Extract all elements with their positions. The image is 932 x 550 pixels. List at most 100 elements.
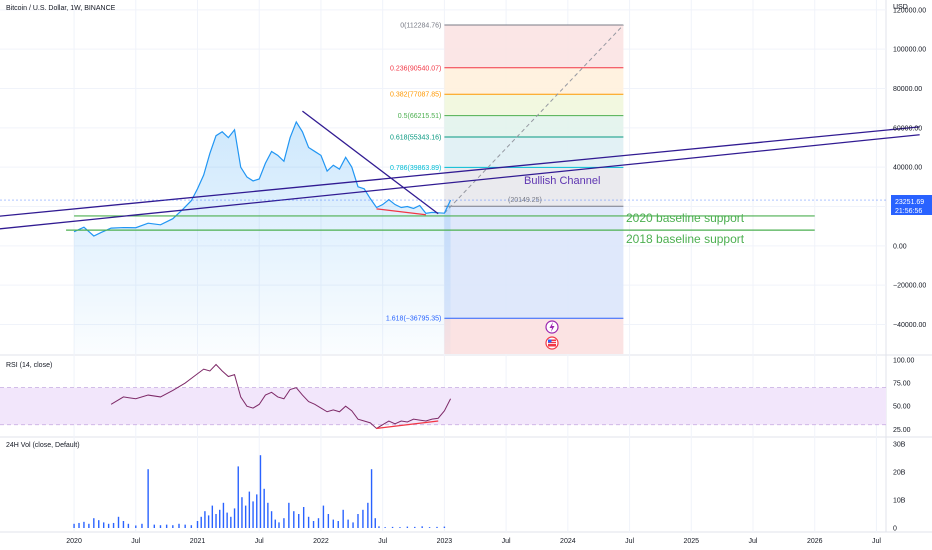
volume-bar bbox=[237, 466, 239, 528]
volume-bar bbox=[367, 502, 369, 528]
time-tick-label: 2020 bbox=[66, 538, 82, 545]
volume-bar bbox=[211, 505, 214, 528]
volume-bar bbox=[135, 525, 137, 528]
time-tick-label: 2021 bbox=[190, 538, 206, 545]
fib-level-label: 0.5(66215.51) bbox=[398, 113, 442, 120]
fib-zone bbox=[444, 136, 624, 168]
volume-bar bbox=[252, 501, 254, 528]
volume-bar bbox=[263, 488, 265, 528]
currency-label: USD bbox=[893, 4, 908, 11]
volume-bar bbox=[327, 514, 330, 528]
volume-bar bbox=[428, 527, 431, 528]
price-badge-countdown: 21:56:56 bbox=[895, 208, 922, 215]
time-tick-label: Jul bbox=[749, 538, 758, 545]
time-tick-label: Jul bbox=[625, 538, 634, 545]
volume-bar bbox=[222, 502, 225, 528]
price-badge: 23251.69 21:56:56 bbox=[891, 195, 932, 215]
rsi-pane bbox=[0, 363, 886, 430]
time-tick-label: Jul bbox=[872, 538, 881, 545]
price-divergence-line bbox=[376, 208, 426, 216]
fib-level-label: 0.236(90540.07) bbox=[390, 65, 441, 72]
volume-bar bbox=[421, 526, 423, 528]
volume-bar bbox=[267, 502, 269, 528]
time-tick-label: Jul bbox=[255, 538, 264, 545]
volume-bar bbox=[241, 497, 243, 528]
volume-bar bbox=[370, 469, 373, 528]
volume-bar bbox=[406, 526, 409, 528]
volume-bar bbox=[141, 523, 143, 528]
volume-bar bbox=[78, 522, 80, 528]
annotation-layer: Bullish Channel 2020 baseline support 20… bbox=[508, 175, 745, 246]
volume-bar bbox=[278, 522, 280, 528]
fib-zone bbox=[444, 115, 624, 137]
volume-bar bbox=[332, 519, 334, 528]
volume-bar bbox=[322, 505, 325, 528]
rsi-tick-label: 50.00 bbox=[893, 404, 911, 411]
volume-bar bbox=[98, 520, 100, 528]
price-tick-label: 60000.00 bbox=[893, 125, 922, 132]
volume-bar bbox=[200, 516, 202, 528]
fib-anchor-label: (20149.25) bbox=[508, 197, 542, 204]
rsi-tick-label: 75.00 bbox=[893, 381, 911, 388]
volume-bar bbox=[107, 523, 110, 528]
price-area bbox=[73, 120, 452, 354]
volume-bar bbox=[298, 514, 300, 528]
volume-tick-label: 30B bbox=[893, 442, 906, 449]
chart-title: Bitcoin / U.S. Dollar, 1W, BINANCE bbox=[6, 5, 116, 12]
time-tick-label: 2022 bbox=[313, 538, 329, 545]
volume-bar bbox=[352, 522, 354, 528]
volume-bar bbox=[219, 509, 221, 528]
volume-bar bbox=[196, 521, 199, 528]
volume-bar bbox=[378, 526, 380, 528]
volume-bar bbox=[244, 505, 247, 528]
drawing-layer bbox=[0, 110, 920, 231]
fib-trend-line bbox=[444, 24, 624, 214]
price-tick-label: 80000.00 bbox=[893, 86, 922, 93]
volume-bar bbox=[230, 516, 232, 528]
volume-bar bbox=[190, 525, 193, 528]
volume-tick-label: 20B bbox=[893, 470, 906, 477]
fib-zone bbox=[444, 25, 624, 68]
price-tick-label: 100000.00 bbox=[893, 47, 926, 54]
rsi-band bbox=[0, 387, 886, 425]
volume-tick-label: 0 bbox=[893, 526, 897, 533]
volume-pane bbox=[73, 455, 446, 528]
volume-bar bbox=[293, 511, 295, 528]
price-badge-value: 23251.69 bbox=[895, 199, 924, 206]
fib-zone bbox=[444, 94, 624, 116]
volume-bar bbox=[374, 518, 376, 528]
volume-bar bbox=[347, 519, 349, 528]
support-2018-label: 2018 baseline support bbox=[626, 232, 745, 246]
volume-bar bbox=[165, 524, 168, 528]
volume-bar bbox=[362, 509, 364, 528]
volume-bar bbox=[233, 508, 236, 528]
time-tick-label: Jul bbox=[131, 538, 140, 545]
volume-bar bbox=[226, 512, 228, 528]
price-tick-label: −20000.00 bbox=[893, 283, 926, 290]
time-tick-label: 2025 bbox=[683, 538, 699, 545]
volume-bar bbox=[207, 515, 210, 528]
fib-level-label: 0.618(55343.16) bbox=[390, 134, 441, 141]
volume-bar bbox=[270, 511, 273, 528]
volume-bar bbox=[302, 507, 305, 528]
volume-bar bbox=[274, 519, 276, 528]
support-2020-label: 2020 baseline support bbox=[626, 211, 745, 225]
volume-bar bbox=[312, 521, 315, 528]
fib-zone bbox=[444, 206, 624, 319]
volume-bar bbox=[127, 523, 130, 528]
channel-lower-line bbox=[0, 134, 920, 230]
volume-bar bbox=[73, 523, 75, 528]
volume-bar bbox=[102, 522, 105, 528]
volume-bar bbox=[342, 509, 344, 528]
price-area-fill bbox=[74, 121, 451, 354]
lightning-icon[interactable] bbox=[545, 320, 559, 334]
time-tick-label: Jul bbox=[502, 538, 511, 545]
us-flag-icon[interactable] bbox=[545, 336, 559, 350]
volume-bar bbox=[337, 521, 339, 528]
price-line bbox=[73, 120, 452, 237]
volume-bar bbox=[283, 518, 285, 528]
rsi-divergence-line bbox=[376, 420, 439, 430]
volume-bar bbox=[147, 469, 149, 528]
volume-bar bbox=[399, 527, 401, 528]
